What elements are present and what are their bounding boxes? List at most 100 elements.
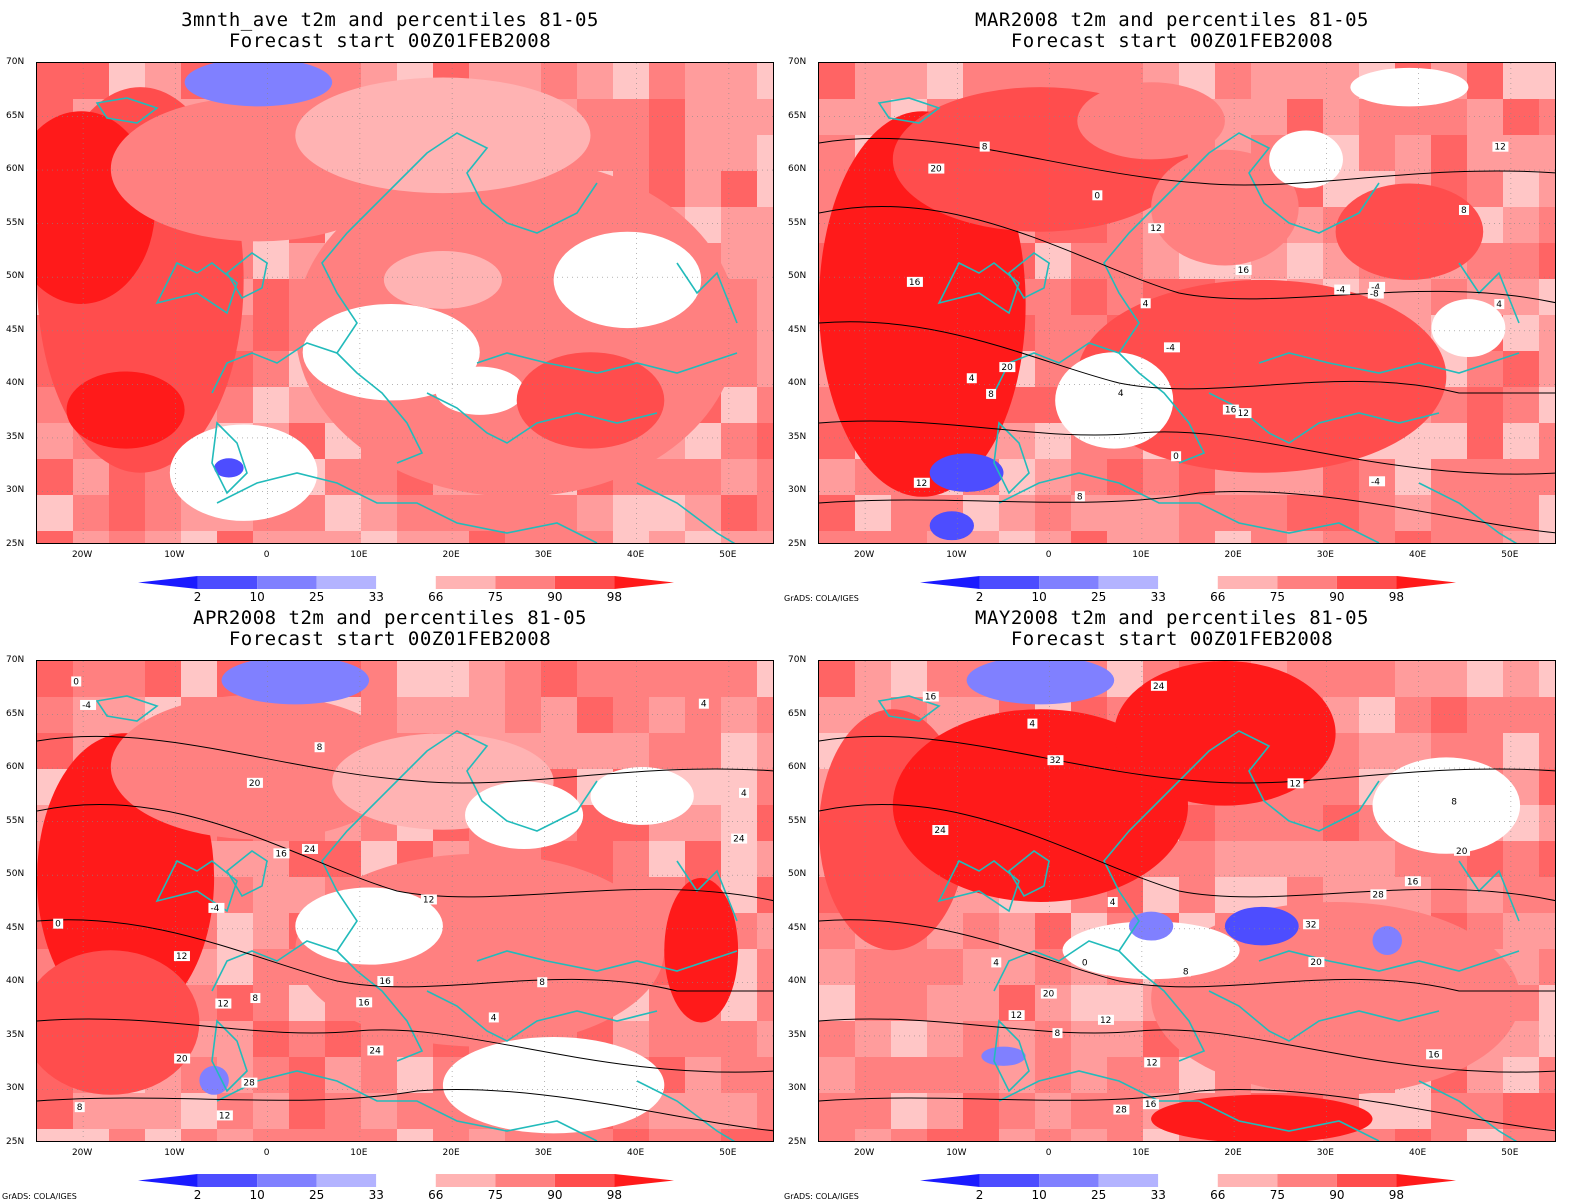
field-region bbox=[302, 304, 480, 401]
field-region bbox=[295, 887, 443, 965]
colorbar-segment bbox=[1336, 576, 1397, 589]
field-cell bbox=[685, 63, 721, 99]
field-cell bbox=[1215, 841, 1251, 877]
colorbar-label: 98 bbox=[606, 590, 623, 604]
contour-label-bg bbox=[1008, 1010, 1025, 1021]
field-cell bbox=[1503, 99, 1539, 135]
panel-subtitle: Forecast start 00Z01FEB2008 bbox=[1010, 30, 1334, 52]
field-cell bbox=[1431, 99, 1467, 135]
field-cell bbox=[145, 531, 181, 543]
coastline bbox=[937, 859, 1020, 913]
colorbar-label: 10 bbox=[1031, 1188, 1047, 1202]
lon-label: 40E bbox=[1409, 1148, 1427, 1158]
field-cell bbox=[927, 949, 963, 985]
colorbar-label: 2 bbox=[975, 1188, 984, 1202]
field-cell bbox=[1359, 135, 1395, 171]
map-field bbox=[37, 63, 773, 543]
contour-label-bg bbox=[1287, 778, 1304, 789]
field-cell bbox=[1539, 279, 1555, 315]
field-cell bbox=[1215, 531, 1251, 543]
lon-label: 20W bbox=[71, 1148, 93, 1158]
contour-label-bg bbox=[1150, 680, 1167, 691]
contour-label-bg bbox=[1074, 491, 1085, 502]
colorbar-segment bbox=[435, 1174, 496, 1187]
field-cell bbox=[721, 423, 757, 459]
contour-label: 4 bbox=[1118, 389, 1124, 399]
field-cell bbox=[855, 985, 891, 1021]
field-cell bbox=[1107, 243, 1143, 279]
field-cell bbox=[109, 531, 145, 543]
contour-label-bg bbox=[999, 362, 1016, 373]
field-cell bbox=[1503, 135, 1539, 171]
colorbar-segment bbox=[1158, 576, 1218, 589]
contour-line bbox=[819, 1018, 1555, 1073]
field-cell bbox=[649, 135, 685, 171]
field-cell bbox=[1431, 1129, 1467, 1141]
colorbar bbox=[920, 576, 1456, 589]
lat-label: 30N bbox=[788, 485, 807, 496]
contour-label: 8 bbox=[252, 994, 258, 1004]
lon-label: 40E bbox=[1409, 550, 1427, 560]
colorbar-segment bbox=[979, 576, 1040, 589]
colorbar-label: 25 bbox=[1091, 1188, 1107, 1202]
contour-label: 12 bbox=[1100, 1016, 1111, 1026]
field-region bbox=[981, 1046, 1026, 1066]
field-cell bbox=[577, 495, 613, 531]
contour-label: 16 bbox=[1428, 1050, 1440, 1060]
lat-label: 35N bbox=[6, 431, 25, 442]
field-cell bbox=[1071, 243, 1107, 279]
field-cell bbox=[1143, 243, 1179, 279]
field-cell bbox=[1503, 531, 1539, 543]
field-cell bbox=[1467, 697, 1503, 733]
field-cell bbox=[685, 459, 721, 495]
field-cell bbox=[891, 1093, 927, 1129]
field-cell bbox=[1323, 63, 1359, 99]
colorbar-label: 33 bbox=[1150, 590, 1166, 604]
colorbar-label: 90 bbox=[1329, 1188, 1345, 1202]
contour-label: 4 bbox=[969, 374, 975, 384]
contour-label: 8 bbox=[1451, 798, 1457, 808]
field-cell bbox=[325, 1057, 361, 1093]
field-cell bbox=[73, 531, 109, 543]
field-cell bbox=[469, 1129, 505, 1141]
coastline bbox=[993, 421, 1030, 495]
contour-label: 16 bbox=[1238, 266, 1250, 276]
contour-label-bg bbox=[1047, 755, 1064, 766]
contour-label: 8 bbox=[1054, 1029, 1060, 1039]
colorbar-segment bbox=[1098, 576, 1159, 589]
field-cell bbox=[577, 733, 613, 769]
field-cell bbox=[325, 841, 361, 877]
field-cell bbox=[217, 531, 253, 543]
lat-label: 65N bbox=[788, 110, 807, 121]
contour-label-bg bbox=[1369, 476, 1386, 487]
field-cell bbox=[1107, 1129, 1143, 1141]
colorbar-segment bbox=[1217, 576, 1278, 589]
colorbar-label: 75 bbox=[1269, 590, 1285, 604]
lat-label: 45N bbox=[788, 324, 807, 335]
contour-label: 0 bbox=[1082, 958, 1088, 968]
field-cell bbox=[325, 459, 361, 495]
field-cell bbox=[855, 1129, 891, 1141]
lon-label: 10E bbox=[350, 550, 368, 560]
colorbar bbox=[138, 1174, 674, 1187]
field-cell bbox=[721, 531, 757, 543]
field-cell bbox=[253, 243, 289, 279]
coastline bbox=[211, 730, 598, 992]
contour-label-bg bbox=[966, 373, 977, 384]
field-cell bbox=[289, 1057, 325, 1093]
field-region bbox=[1372, 926, 1403, 956]
field-region bbox=[966, 661, 1115, 705]
field-cell bbox=[217, 949, 253, 985]
field-cell bbox=[1251, 495, 1287, 531]
field-cell bbox=[1539, 63, 1555, 99]
field-cell bbox=[1179, 531, 1215, 543]
coastline bbox=[1118, 950, 1206, 1062]
field-cell bbox=[433, 661, 469, 697]
map-field: 0 4 4 4 8 8 8 12 12 12 12 16 16 16 16 20 20 20 24 24 28 28 32 3… bbox=[819, 661, 1555, 1141]
field-cell bbox=[1143, 531, 1179, 543]
contour-label-bg bbox=[1404, 876, 1421, 887]
field-region bbox=[37, 950, 200, 1095]
field-cell bbox=[1503, 459, 1539, 495]
lon-label: 10W bbox=[946, 1148, 967, 1158]
coastline bbox=[1458, 860, 1520, 922]
